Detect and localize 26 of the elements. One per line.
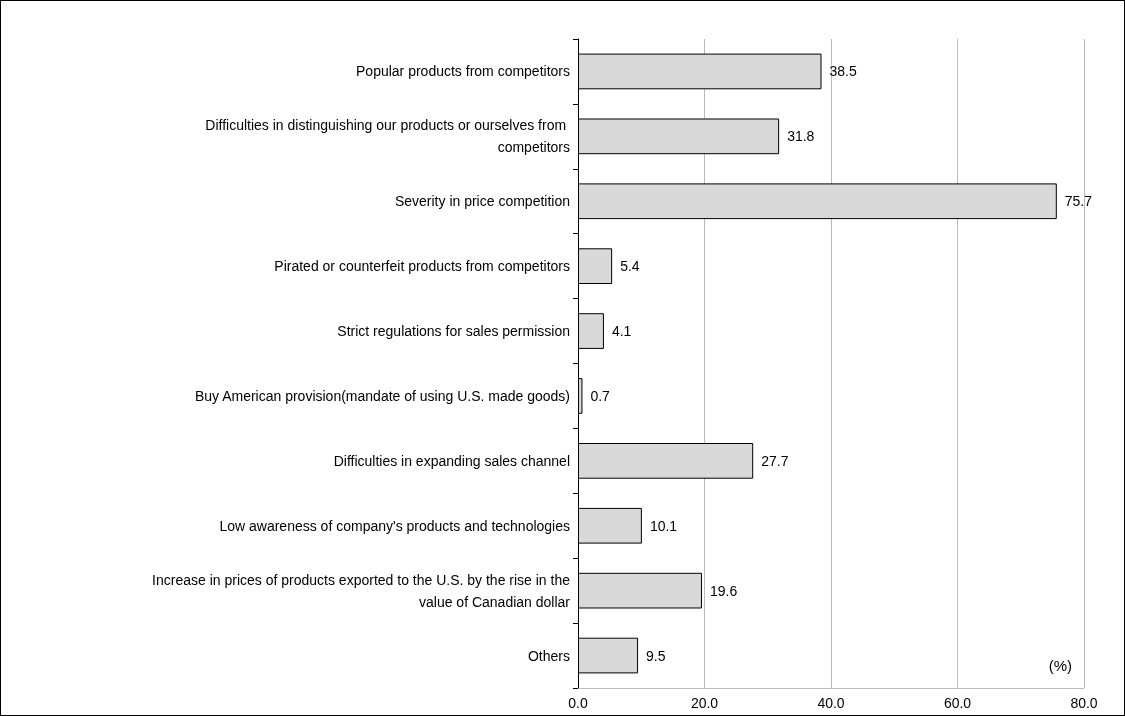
x-axis-title: (%) [1048,657,1072,674]
y-tick-label: Strict regulations for sales permission [337,323,570,340]
data-label: 31.8 [787,128,815,145]
y-tick-label: Others [527,647,570,664]
data-label: 9.5 [646,647,666,664]
data-label: 27.7 [761,452,789,469]
y-tick-label: Increase in prices of products exported to the U.S. by the rise in the value of Canadian dollar [152,571,571,610]
data-label: 38.5 [829,63,857,80]
y-tick-label: Difficulties in distinguishing our products or ourselves from competitors [205,117,570,156]
x-tick-label: 0.0 [568,695,588,711]
data-label: 19.6 [709,582,738,599]
x-tick-label: 40.0 [817,695,845,711]
data-label: 0.7 [590,387,611,404]
data-label: 5.4 [620,258,640,275]
y-tick-label: Buy American provision(mandate of using U.S. made goods) [194,387,570,404]
x-tick-label: 80.0 [1070,695,1098,711]
y-tick-label: Difficulties in expanding sales channel [333,452,570,469]
y-tick-label: Pirated or counterfeit products from competitors [274,258,570,275]
y-tick-label: Low awareness of company's products and technologies [219,517,570,534]
x-tick-label: 20.0 [690,695,719,711]
y-tick-label: Popular products from competitors [356,63,570,80]
data-label: 4.1 [611,323,632,340]
x-tick-label: 60.0 [943,695,972,711]
data-label: 10.1 [649,517,678,534]
y-tick-label: Severity in price competition [394,193,570,210]
data-label: 75.7 [1064,193,1093,210]
